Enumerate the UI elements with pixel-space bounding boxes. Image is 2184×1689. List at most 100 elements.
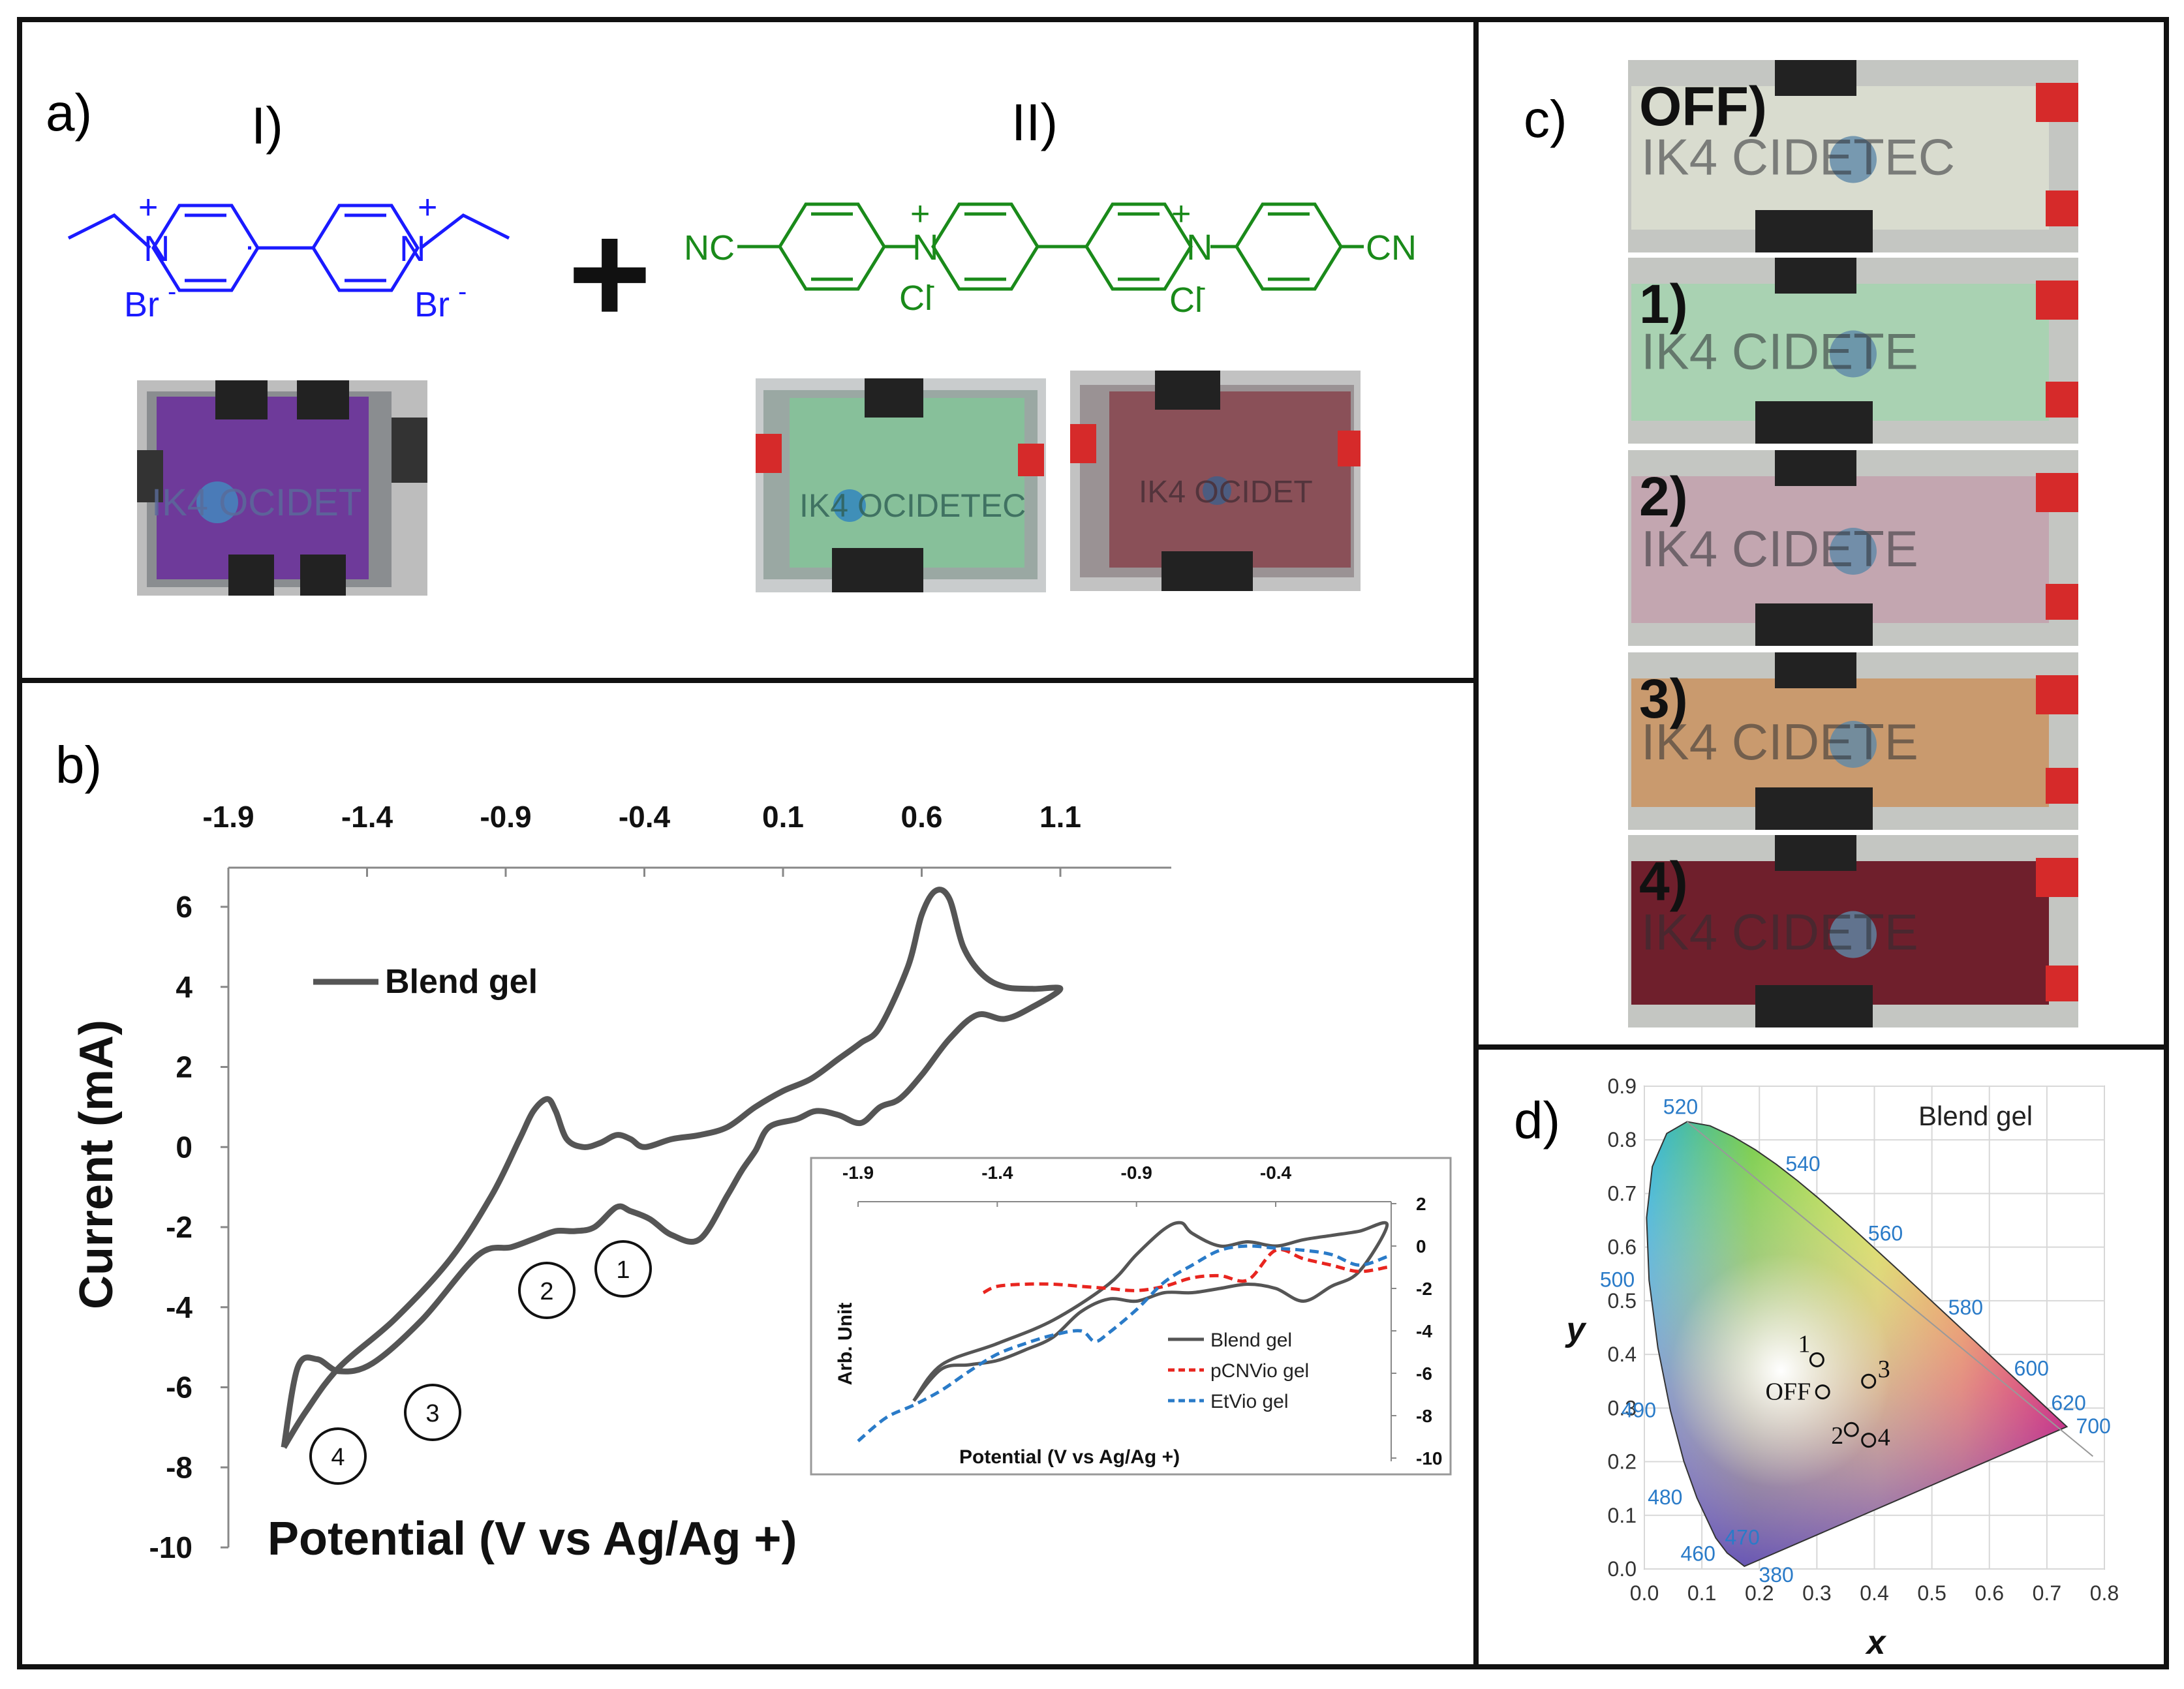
cie-point-label: 1 bbox=[1798, 1330, 1810, 1358]
inset-y-tick-label: -8 bbox=[1416, 1406, 1432, 1426]
y-tick-label: -2 bbox=[166, 1210, 192, 1244]
x-tick-label: -0.9 bbox=[480, 800, 531, 834]
outer-frame bbox=[17, 17, 2169, 1669]
cie-x-tick: 0.6 bbox=[1975, 1581, 2004, 1605]
electrode-bottom bbox=[2046, 584, 2078, 620]
clip-bottom bbox=[1755, 787, 1873, 830]
cie-x-tick: 0.7 bbox=[2033, 1581, 2061, 1605]
plus-sign: + bbox=[568, 193, 651, 354]
cie-x-tick: 0.3 bbox=[1802, 1581, 1831, 1605]
cie-x-tick: 0.1 bbox=[1687, 1581, 1716, 1605]
compound-II-cl2: Cl bbox=[1169, 281, 1203, 320]
x-tick-label: 0.1 bbox=[762, 800, 804, 834]
x-tick-label: -0.4 bbox=[619, 800, 671, 834]
inset-x-tick-label: -1.4 bbox=[981, 1163, 1013, 1183]
y-tick-label: -10 bbox=[149, 1530, 192, 1564]
legend-label: Blend gel bbox=[385, 963, 538, 1001]
cie-wavelength-label: 620 bbox=[2051, 1392, 2085, 1415]
y-tick-label: 2 bbox=[176, 1050, 192, 1084]
device-photo-I: IK4 OCIDET bbox=[137, 380, 427, 596]
marker-label: 2 bbox=[540, 1278, 553, 1305]
electrode-top bbox=[2036, 858, 2078, 897]
cie-y-tick: 0.2 bbox=[1608, 1450, 1637, 1474]
x-tick-label: -1.4 bbox=[341, 800, 393, 834]
logo-disc bbox=[1830, 721, 1877, 768]
cie-chromaticity-diagram: 0.0 0.1 0.2 0.3 0.4 0.5 0.6 0.7 0.8 0.0 0.1 0.2 0.3 0… bbox=[1565, 1074, 2119, 1662]
state-label: 1) bbox=[1639, 273, 1688, 335]
cie-y-tick: 0.3 bbox=[1608, 1396, 1637, 1420]
cie-wavelength-label: 380 bbox=[1759, 1563, 1793, 1587]
clip-top bbox=[1775, 835, 1856, 871]
y-tick-label: 0 bbox=[176, 1130, 192, 1164]
compound-I-br1-charge: - bbox=[168, 277, 176, 306]
cie-point bbox=[1815, 1384, 1830, 1400]
state-label: OFF) bbox=[1639, 76, 1767, 137]
inset-y-tick-label: 2 bbox=[1416, 1194, 1426, 1214]
state-label: 3) bbox=[1639, 668, 1688, 729]
y-tick-label: -8 bbox=[166, 1450, 192, 1484]
electrode-bottom bbox=[2046, 382, 2078, 418]
compound-I-plus2: + bbox=[418, 189, 437, 226]
compound-II-cn-left: NC bbox=[684, 228, 735, 267]
state-label: 4) bbox=[1639, 851, 1688, 912]
electrode-bottom bbox=[2046, 966, 2078, 1001]
inset-legend-label: Blend gel bbox=[1210, 1330, 1292, 1351]
compound-II-n1: N bbox=[912, 226, 938, 267]
cie-wavelength-label: 520 bbox=[1663, 1095, 1698, 1118]
panel-a-label: a) bbox=[46, 84, 92, 142]
inset-series-line bbox=[982, 1247, 1388, 1294]
compound-I-n1: N bbox=[144, 228, 170, 269]
x-tick-label: -1.9 bbox=[202, 800, 254, 834]
cie-y-tick: 0.7 bbox=[1608, 1181, 1637, 1205]
cie-wavelength-label: 500 bbox=[1600, 1268, 1635, 1291]
cie-wavelength-label: 470 bbox=[1725, 1525, 1759, 1549]
marker-label: 4 bbox=[331, 1444, 345, 1471]
inset-series-line bbox=[857, 1244, 1388, 1442]
clip-bottom bbox=[1755, 603, 1873, 646]
main-cv-chart: -1.9 -1.4 -0.9 -0.4 0.1 0.6 1.1 6 4 2 0 -2 -4 -6 -8 -10… bbox=[70, 800, 1171, 1565]
photo-I-logo: IK4 OCIDET bbox=[151, 481, 361, 524]
cie-locus-outline bbox=[1646, 1121, 2069, 1568]
compound-II-cn-right: CN bbox=[1366, 228, 1417, 267]
cie-y-tick: 0.1 bbox=[1608, 1504, 1637, 1527]
cie-point-label: OFF bbox=[1765, 1378, 1811, 1406]
clip-top bbox=[1775, 652, 1856, 688]
cie-wavelength-label: 460 bbox=[1681, 1542, 1715, 1566]
x-axis-title: Potential (V vs Ag/Ag +) bbox=[268, 1513, 797, 1565]
panel-c-label: c) bbox=[1524, 90, 1567, 148]
compound-I-plus1: + bbox=[138, 189, 158, 226]
compound-I-br1: Br bbox=[124, 285, 159, 324]
compound-II-cl2-charge: - bbox=[1197, 273, 1206, 301]
compound-II-plus1: + bbox=[910, 195, 930, 233]
cie-y-tick: 0.6 bbox=[1608, 1236, 1637, 1259]
cie-point-label: 3 bbox=[1878, 1356, 1890, 1383]
cie-wavelength-label: 490 bbox=[1622, 1398, 1656, 1422]
cie-point bbox=[1809, 1352, 1824, 1367]
y-tick-label: 6 bbox=[176, 890, 192, 924]
cie-y-tick: 0.8 bbox=[1608, 1128, 1637, 1151]
inset-frame bbox=[810, 1157, 1452, 1476]
clip-top bbox=[1775, 60, 1856, 96]
clip-top bbox=[1775, 258, 1856, 294]
cie-wavelength-label: 580 bbox=[1948, 1296, 1983, 1319]
electrode-top bbox=[2036, 675, 2078, 714]
state-logo-text: IK4 CIDETEC bbox=[1641, 129, 1955, 186]
compound-II-structure bbox=[737, 202, 1364, 291]
state-label: 2) bbox=[1639, 466, 1688, 527]
clip-top bbox=[1775, 450, 1856, 486]
inset-legend-label: EtVio gel bbox=[1210, 1391, 1289, 1412]
y-axis-title: Current (mA) bbox=[70, 1020, 123, 1309]
state-logo-text: IK4 CIDETE bbox=[1641, 323, 1918, 380]
inset-x-tick-label: -0.9 bbox=[1121, 1163, 1152, 1183]
compound-II-label: II) bbox=[1011, 93, 1058, 151]
cie-gamut-white bbox=[1646, 1121, 2067, 1566]
logo-disc bbox=[1830, 528, 1877, 575]
cie-x-tick: 0.8 bbox=[2090, 1581, 2119, 1605]
marker-circle bbox=[594, 1240, 652, 1298]
inset-y-tick-label: 0 bbox=[1416, 1236, 1426, 1256]
electrode-top bbox=[2036, 83, 2078, 122]
inset-x-axis-title: Potential (V vs Ag/Ag +) bbox=[959, 1446, 1180, 1468]
